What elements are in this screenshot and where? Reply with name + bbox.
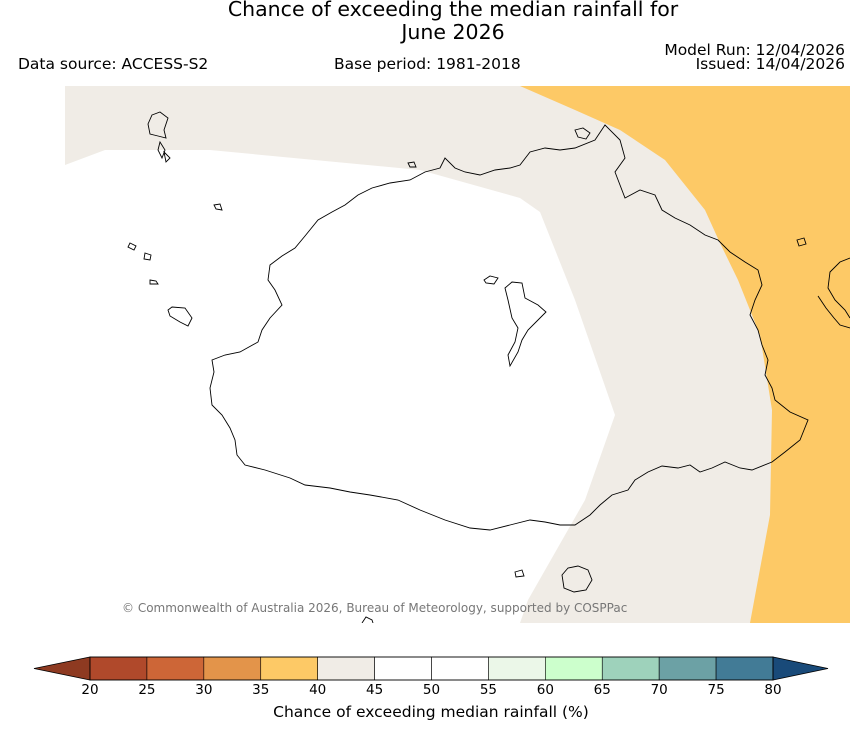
colorbar-tick-40: 40 (309, 682, 327, 698)
colorbar-bin-65-70 (601, 656, 660, 681)
colorbar-tick-65: 65 (593, 682, 611, 698)
colorbar-tick-55: 55 (479, 682, 497, 698)
coastline (127, 111, 850, 623)
band-35-40 (520, 86, 850, 623)
colorbar-tick-45: 45 (365, 682, 384, 698)
colorbar-bin-35-40 (260, 656, 318, 681)
colorbar-bin-40-45 (317, 656, 375, 681)
colorbar-bin-45-50 (374, 656, 432, 681)
main-island-coast (209, 124, 809, 531)
band-45-55 (65, 150, 615, 623)
colorbar-tick-50: 50 (422, 682, 441, 698)
colorbar-tick-60: 60 (536, 682, 554, 698)
issued-label: Issued: 14/04/2026 (695, 55, 845, 73)
colorbar-bin-30-35 (203, 656, 262, 681)
colorbar-outline (89, 656, 774, 681)
colorbar-over-triangle (772, 656, 829, 681)
colorbar-bin-55-60 (488, 656, 546, 681)
colorbar-under-triangle (33, 656, 91, 681)
colorbar-tick-75: 75 (707, 682, 725, 698)
colorbar-tick-70: 70 (650, 682, 668, 698)
colorbar-tick-20: 20 (81, 682, 99, 698)
colorbar-tick-30: 30 (195, 682, 213, 698)
colorbar-bin-20-25 (89, 656, 148, 681)
colorbar-bin-25-30 (146, 656, 205, 681)
top-right-islet (574, 127, 591, 140)
colorbar-bin-75-80 (715, 656, 774, 681)
left-lower-island (167, 306, 193, 327)
bottom-islet (514, 569, 525, 578)
colorbar-tick-80: 80 (764, 682, 782, 698)
far-right-coast (817, 257, 850, 329)
top-left-islands (147, 111, 171, 163)
top-islet (407, 161, 417, 168)
colorbar-tick-25: 25 (138, 682, 156, 698)
inner-island-coast (504, 281, 547, 368)
base-period-label: Base period: 1981-2018 (334, 55, 521, 73)
data-source-label: Data source: ACCESS-S2 (18, 55, 209, 73)
copyright-notice: © Commonwealth of Australia 2026, Bureau… (122, 601, 628, 615)
model-run-label: Model Run: 12/04/2026 (664, 41, 845, 59)
title-line-2: June 2026 (401, 20, 505, 44)
bottom-edge-islet (361, 616, 374, 623)
map-title: Chance of exceeding the median rainfall … (0, 0, 862, 44)
small-islet-1 (483, 275, 499, 285)
left-islets (127, 203, 223, 285)
right-islet (796, 237, 807, 247)
colorbar-tick-35: 35 (252, 682, 270, 698)
title-line-1: Chance of exceeding the median rainfall … (227, 0, 679, 21)
colorbar-bin-50-55 (431, 656, 489, 681)
colorbar-title: Chance of exceeding median rainfall (%) (273, 703, 589, 721)
colorbar-bin-60-65 (545, 656, 603, 681)
colorbar (33, 656, 829, 681)
colorbar-bin-70-75 (658, 656, 717, 681)
bottom-island (561, 565, 593, 593)
